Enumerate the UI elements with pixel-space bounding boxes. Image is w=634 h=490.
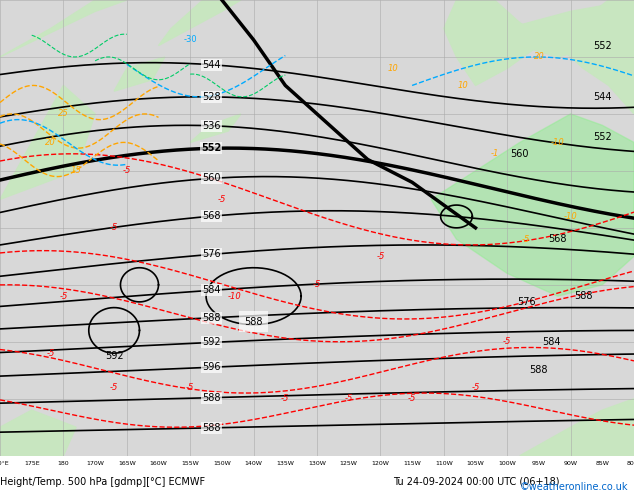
- Text: 180°E: 180°E: [0, 461, 10, 466]
- Text: 584: 584: [202, 285, 221, 295]
- Text: 130W: 130W: [308, 461, 326, 466]
- Text: 552: 552: [593, 132, 612, 142]
- Text: -5: -5: [46, 349, 55, 358]
- Text: -5: -5: [522, 235, 531, 244]
- Text: 105W: 105W: [467, 461, 484, 466]
- Text: 596: 596: [202, 362, 221, 372]
- Text: 85W: 85W: [595, 461, 609, 466]
- Text: 10: 10: [458, 81, 468, 90]
- Text: 110W: 110W: [435, 461, 453, 466]
- Text: 576: 576: [202, 249, 221, 259]
- Text: 180: 180: [58, 461, 69, 466]
- Text: 584: 584: [542, 337, 561, 347]
- Text: 576: 576: [517, 297, 536, 307]
- Text: 90W: 90W: [564, 461, 578, 466]
- Text: -10: -10: [228, 292, 242, 301]
- Polygon shape: [431, 114, 634, 296]
- Text: -1: -1: [490, 149, 499, 158]
- Text: 155W: 155W: [181, 461, 199, 466]
- Polygon shape: [0, 0, 127, 57]
- Polygon shape: [114, 57, 165, 91]
- Text: -30: -30: [183, 35, 197, 45]
- Text: 115W: 115W: [403, 461, 421, 466]
- Text: 592: 592: [105, 351, 124, 361]
- Text: 100W: 100W: [498, 461, 516, 466]
- Text: Height/Temp. 500 hPa [gdmp][°C] ECMWF: Height/Temp. 500 hPa [gdmp][°C] ECMWF: [0, 477, 205, 487]
- Text: 15: 15: [71, 167, 81, 175]
- Text: -5: -5: [376, 252, 385, 261]
- Polygon shape: [0, 410, 76, 456]
- Text: 588: 588: [202, 392, 221, 403]
- Text: -5: -5: [503, 337, 512, 346]
- Text: 140W: 140W: [245, 461, 262, 466]
- Text: 135W: 135W: [276, 461, 294, 466]
- Text: 588: 588: [529, 365, 548, 375]
- Text: 544: 544: [593, 92, 612, 102]
- Text: -5: -5: [59, 292, 68, 301]
- Text: 592: 592: [202, 338, 221, 347]
- Text: 170W: 170W: [86, 461, 104, 466]
- Text: -5: -5: [110, 383, 119, 392]
- Text: 80W: 80W: [627, 461, 634, 466]
- Text: -5: -5: [408, 394, 417, 403]
- Text: 560: 560: [510, 149, 529, 159]
- Text: 552: 552: [593, 41, 612, 50]
- Text: 25: 25: [58, 109, 68, 119]
- Text: 95W: 95W: [532, 461, 546, 466]
- Text: ©weatheronline.co.uk: ©weatheronline.co.uk: [519, 482, 628, 490]
- Text: 568: 568: [548, 234, 567, 244]
- Polygon shape: [444, 0, 634, 114]
- Text: 560: 560: [202, 173, 221, 183]
- Text: -5: -5: [217, 195, 226, 204]
- Text: 20: 20: [46, 138, 56, 147]
- Text: 20: 20: [534, 52, 544, 61]
- Text: -5: -5: [471, 383, 480, 392]
- Polygon shape: [190, 114, 241, 143]
- Polygon shape: [520, 399, 634, 456]
- Polygon shape: [0, 85, 95, 199]
- Text: 165W: 165W: [118, 461, 136, 466]
- Text: 160W: 160W: [150, 461, 167, 466]
- Text: 588: 588: [244, 317, 263, 327]
- Text: 544: 544: [202, 60, 221, 70]
- Text: 125W: 125W: [340, 461, 358, 466]
- Text: 552: 552: [201, 143, 221, 153]
- Text: -10: -10: [551, 138, 565, 147]
- Text: 120W: 120W: [372, 461, 389, 466]
- Text: 528: 528: [202, 92, 221, 102]
- Text: -5: -5: [110, 223, 119, 232]
- Text: -5: -5: [281, 394, 290, 403]
- Text: 568: 568: [202, 211, 221, 221]
- Polygon shape: [158, 0, 241, 46]
- Text: -5: -5: [313, 280, 321, 289]
- Text: 10: 10: [388, 64, 398, 73]
- Text: 588: 588: [202, 313, 221, 323]
- Text: -5: -5: [122, 167, 131, 175]
- Text: 588: 588: [574, 291, 593, 301]
- Polygon shape: [507, 0, 634, 57]
- Text: -10: -10: [564, 212, 578, 221]
- Text: -5: -5: [186, 383, 195, 392]
- Text: 536: 536: [202, 121, 221, 131]
- Text: Tu 24-09-2024 00:00 UTC (06+18): Tu 24-09-2024 00:00 UTC (06+18): [393, 477, 560, 487]
- Text: 150W: 150W: [213, 461, 231, 466]
- Text: 175E: 175E: [24, 461, 39, 466]
- Text: -5: -5: [344, 394, 353, 403]
- Text: 588: 588: [202, 423, 221, 433]
